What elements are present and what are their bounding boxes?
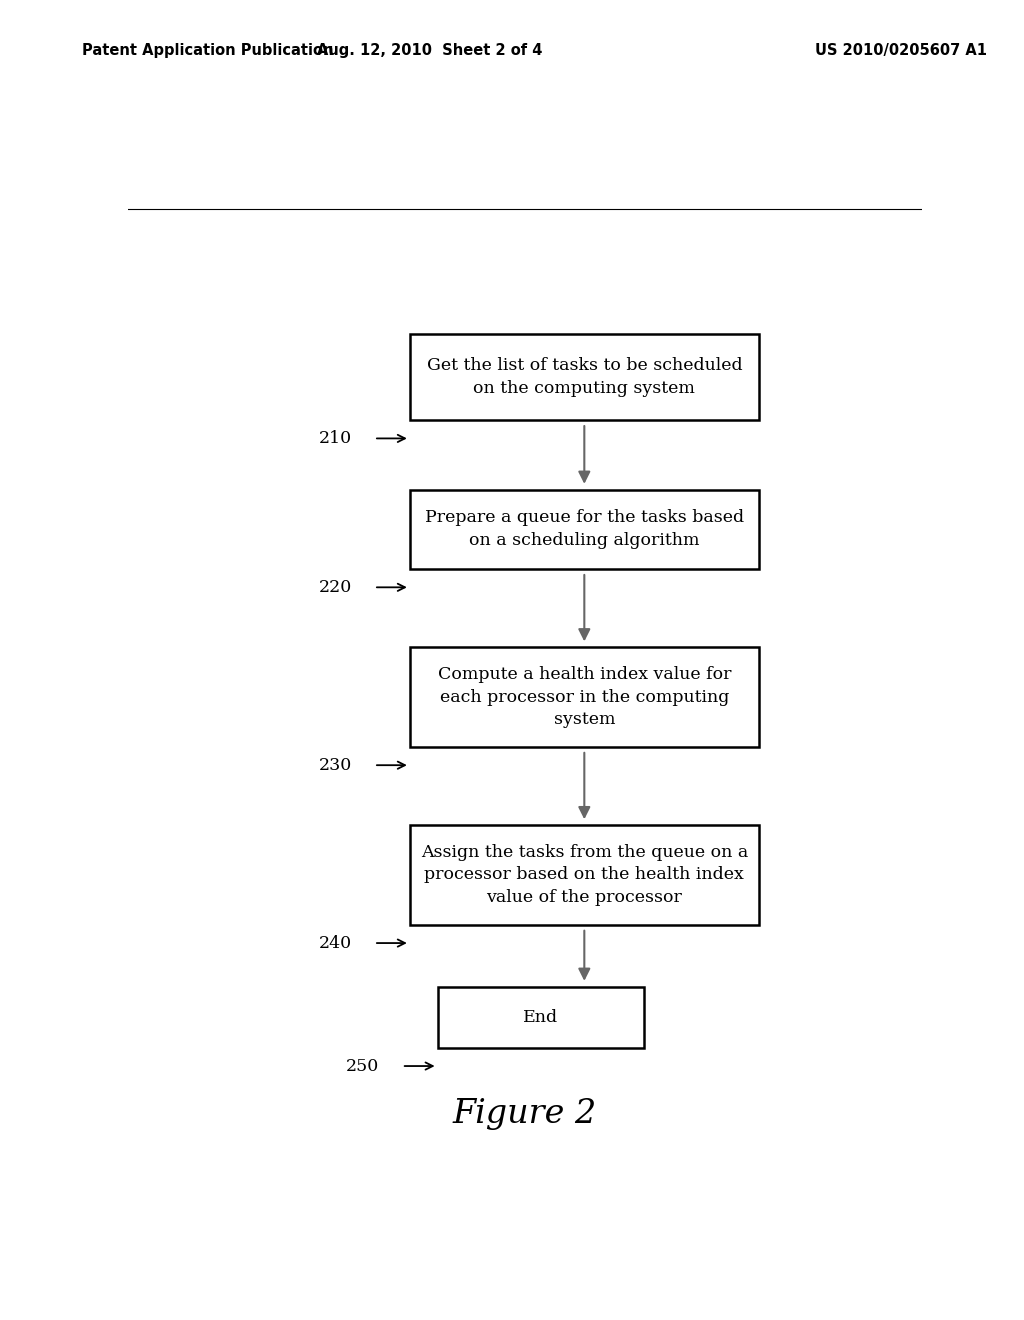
Text: 220: 220 xyxy=(318,579,351,595)
Text: Assign the tasks from the queue on a
processor based on the health index
value o: Assign the tasks from the queue on a pro… xyxy=(421,843,748,907)
Text: 210: 210 xyxy=(318,430,351,447)
Bar xyxy=(410,647,759,747)
Text: Patent Application Publication: Patent Application Publication xyxy=(82,42,334,58)
Text: Prepare a queue for the tasks based
on a scheduling algorithm: Prepare a queue for the tasks based on a… xyxy=(425,510,743,549)
Bar xyxy=(410,334,759,420)
Text: US 2010/0205607 A1: US 2010/0205607 A1 xyxy=(815,42,987,58)
Bar xyxy=(437,987,644,1048)
Text: Figure 2: Figure 2 xyxy=(453,1098,597,1130)
Text: 250: 250 xyxy=(346,1057,380,1074)
Text: 230: 230 xyxy=(318,756,351,774)
Text: Compute a health index value for
each processor in the computing
system: Compute a health index value for each pr… xyxy=(437,665,731,729)
Bar xyxy=(410,825,759,925)
Text: 240: 240 xyxy=(318,935,351,952)
Text: Aug. 12, 2010  Sheet 2 of 4: Aug. 12, 2010 Sheet 2 of 4 xyxy=(317,42,543,58)
Bar xyxy=(410,490,759,569)
Text: Get the list of tasks to be scheduled
on the computing system: Get the list of tasks to be scheduled on… xyxy=(427,356,742,397)
Text: End: End xyxy=(523,1008,558,1026)
